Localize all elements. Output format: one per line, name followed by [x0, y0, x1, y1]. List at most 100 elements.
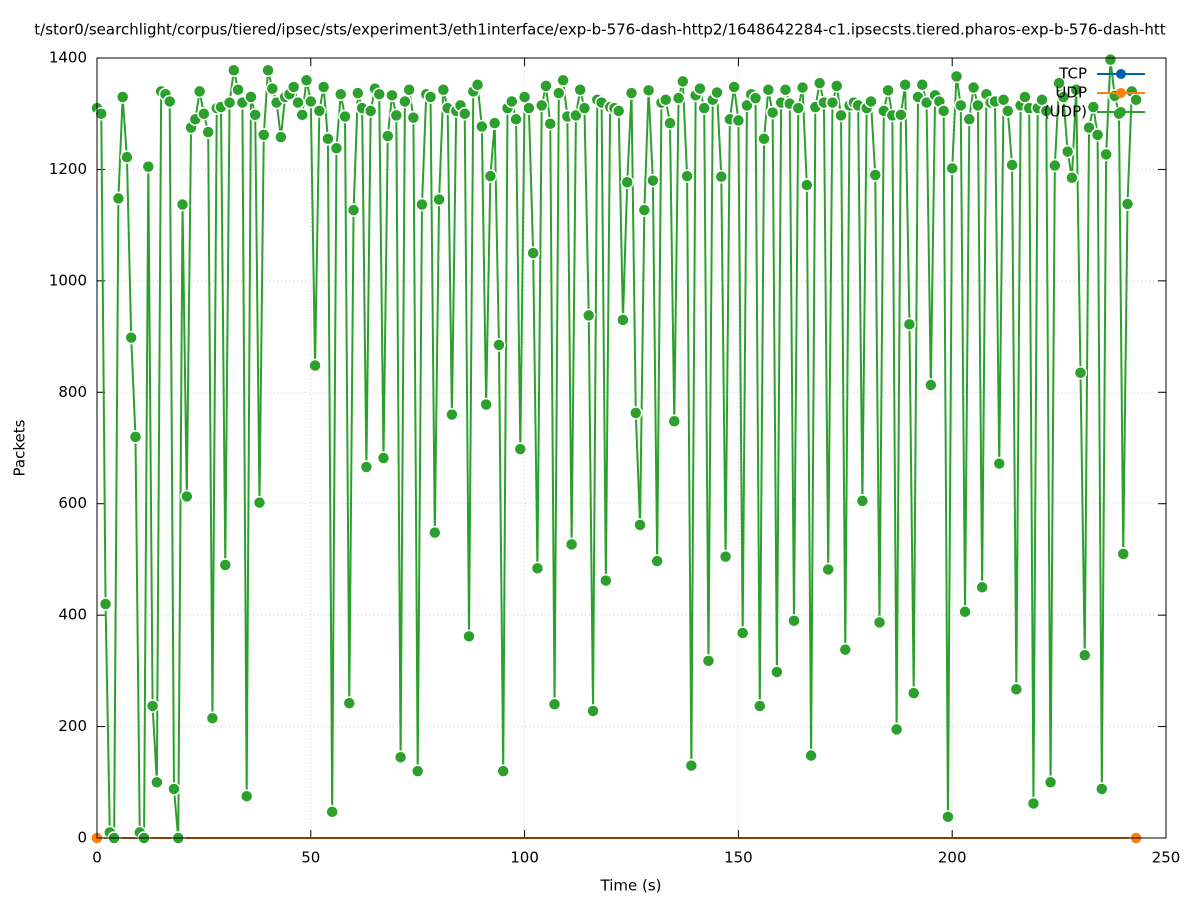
- data-point: [834, 108, 848, 123]
- data-point: [787, 613, 801, 628]
- data-point: [167, 782, 181, 796]
- data-point: [1039, 104, 1054, 118]
- data-point: [222, 95, 237, 110]
- data-point: [376, 451, 391, 465]
- data-point: [218, 558, 233, 572]
- data-point: [180, 489, 194, 504]
- data-point: [1052, 76, 1066, 90]
- data-point: [257, 128, 271, 142]
- data-point: [231, 83, 245, 97]
- data-point: [517, 90, 532, 104]
- x-tick-label: 0: [92, 849, 102, 867]
- data-point: [470, 77, 485, 92]
- data-point: [748, 91, 763, 105]
- legend-label: (UDP): [1044, 103, 1087, 121]
- data-point: [252, 495, 267, 510]
- data-point: [115, 90, 130, 104]
- data-point: [894, 108, 908, 122]
- data-point: [261, 63, 275, 78]
- data-point: [710, 85, 724, 100]
- y-tick-label: 0: [77, 829, 87, 847]
- data-point: [650, 554, 664, 568]
- data-point: [599, 573, 613, 588]
- y-tick-label: 1200: [49, 160, 87, 178]
- data-point: [1086, 100, 1101, 114]
- data-point: [800, 178, 814, 192]
- data-point: [445, 407, 459, 422]
- legend-label: UDP: [1055, 84, 1087, 102]
- data-point: [1026, 796, 1041, 811]
- data-point: [1065, 171, 1079, 185]
- data-point: [731, 113, 746, 128]
- data-point: [924, 378, 938, 392]
- data-point: [265, 81, 280, 96]
- data-point: [398, 94, 412, 109]
- data-point: [492, 338, 506, 352]
- data-point: [1099, 147, 1113, 162]
- data-point: [372, 87, 386, 101]
- data-point: [539, 79, 553, 93]
- data-point: [902, 317, 917, 332]
- data-point: [457, 106, 472, 121]
- data-point: [693, 81, 707, 96]
- data-point: [761, 83, 776, 97]
- data-point: [175, 197, 190, 212]
- data-point: [1078, 648, 1092, 663]
- data-point: [359, 460, 374, 474]
- data-point: [697, 101, 711, 115]
- grid: 0 200 400 600 800 1000 1200 1400 0 50 100 150 200 250: [49, 49, 1181, 867]
- data-point: [753, 699, 767, 713]
- data-point: [487, 116, 502, 130]
- data-point: [205, 711, 220, 725]
- x-tick-label: 200: [938, 849, 967, 867]
- data-point: [316, 80, 331, 94]
- legend-label: TCP: [1058, 65, 1087, 83]
- data-point: [829, 79, 844, 93]
- data-point: [958, 605, 972, 619]
- data-point: [637, 203, 652, 217]
- data-point: [569, 108, 583, 123]
- data-point: [663, 116, 677, 130]
- data-point: [436, 83, 451, 97]
- data-point: [616, 313, 630, 327]
- legend-marker: [1116, 107, 1126, 117]
- data-point: [244, 90, 258, 104]
- data-point: [825, 95, 840, 110]
- data-point: [1048, 158, 1062, 173]
- data-point: [611, 104, 626, 118]
- data-point: [1082, 120, 1096, 135]
- data-point: [363, 104, 378, 118]
- data-point: [483, 169, 498, 183]
- data-point: [393, 750, 408, 764]
- data-point: [586, 704, 600, 718]
- data-point: [534, 98, 549, 113]
- data-point: [898, 77, 912, 92]
- data-point: [308, 358, 322, 373]
- data-point: [701, 654, 716, 668]
- data-point: [821, 562, 835, 577]
- data-point: [1056, 90, 1071, 104]
- data-point: [410, 764, 425, 778]
- data-point: [496, 764, 510, 778]
- data-point: [641, 83, 656, 98]
- data-point: [872, 615, 887, 630]
- data-point: [757, 132, 771, 146]
- data-point: [941, 810, 955, 824]
- data-point: [513, 442, 528, 456]
- y-axis-label: Packets: [11, 419, 29, 476]
- x-tick-label: 50: [301, 849, 320, 867]
- data-point: [919, 95, 934, 110]
- data-point: [812, 76, 827, 90]
- data-point: [906, 686, 921, 700]
- y-tick-label: 1000: [49, 271, 87, 289]
- x-axis-label: Time (s): [600, 877, 662, 895]
- data-point: [915, 77, 930, 92]
- data-point: [462, 629, 476, 644]
- data-point: [992, 456, 1006, 471]
- data-point: [629, 406, 643, 420]
- data-point: [564, 537, 579, 552]
- data-point: [415, 197, 429, 212]
